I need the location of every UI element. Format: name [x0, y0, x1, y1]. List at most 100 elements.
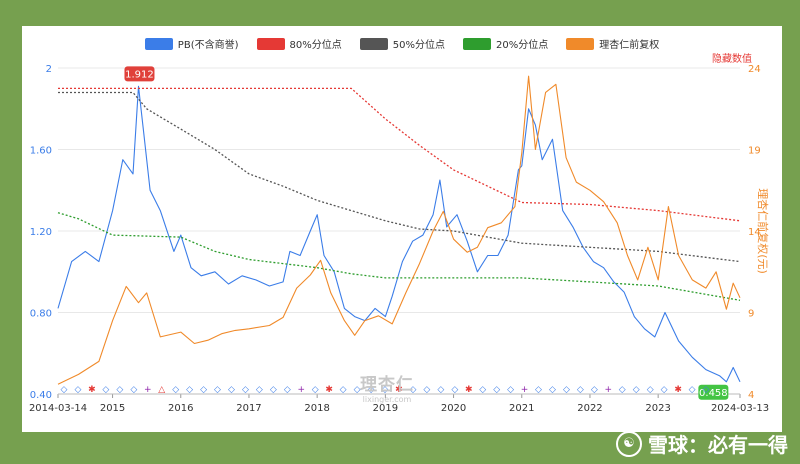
x-tick-label: 2016: [168, 403, 193, 414]
event-marker: ◇: [102, 385, 109, 395]
event-marker: ◇: [214, 385, 221, 395]
event-marker: ◇: [256, 385, 263, 395]
event-marker: ◇: [186, 385, 193, 395]
legend-swatch: [566, 37, 595, 50]
right-tick-label: 9: [748, 309, 754, 320]
left-tick-label: 2: [46, 64, 52, 75]
right-tick-label: 4: [748, 390, 754, 401]
watermark-brand: 理杏仁: [360, 375, 414, 395]
x-tick-label: 2017: [236, 403, 261, 414]
event-marker: ◇: [423, 385, 430, 395]
event-marker: +: [297, 385, 305, 395]
event-marker: ◇: [591, 385, 598, 395]
left-tick-label: 1.60: [30, 146, 52, 157]
x-tick-label: 2023: [645, 403, 670, 414]
footer-text: 雪球：必有一得: [648, 433, 788, 457]
series-line-2: [58, 91, 741, 263]
snowball-logo-icon: ☯: [616, 430, 642, 457]
legend-label: PB(不含商誉): [177, 40, 239, 51]
left-tick-label: 0.80: [30, 309, 52, 320]
event-marker: ◇: [354, 385, 361, 395]
event-marker: ◇: [661, 385, 668, 395]
x-tick-label: 2024-03-13: [711, 403, 769, 414]
legend-item[interactable]: 50%分位点: [359, 36, 445, 51]
event-marker: ◇: [130, 385, 137, 395]
event-marker: ◇: [563, 385, 570, 395]
event-marker: ✱: [465, 385, 473, 395]
legend-item[interactable]: 80%分位点: [256, 36, 342, 51]
right-tick-label: 19: [748, 146, 761, 157]
event-marker: ◇: [409, 385, 416, 395]
event-marker: ◇: [368, 385, 375, 395]
x-tick-label: 2021: [509, 403, 534, 414]
x-tick-label: 2014-03-14: [29, 403, 87, 414]
left-tick-label: 1.20: [30, 227, 52, 238]
event-marker: ◇: [549, 385, 556, 395]
event-marker: ✱: [674, 385, 682, 395]
event-marker: ◇: [437, 385, 444, 395]
event-marker: ✱: [395, 385, 403, 395]
watermark-url: lixinger.com: [362, 395, 412, 404]
event-marker: ◇: [340, 385, 347, 395]
max-badge: [124, 66, 155, 82]
right-tick-label: 24: [748, 64, 761, 75]
event-marker: ◇: [200, 385, 207, 395]
chart-panel: 0.40 0.80 1.20 1.60 2 4 9 14 19 24 2014-03-14 2015 2…: [22, 26, 782, 432]
series-line-1: [58, 87, 741, 222]
event-marker: ✱: [88, 385, 96, 395]
event-marker: ◇: [172, 385, 179, 395]
max-label: 1.912: [125, 69, 154, 80]
legend-label: 20%分位点: [495, 40, 549, 51]
x-tick-label: 2022: [577, 403, 602, 414]
x-tick-label: 2015: [100, 403, 125, 414]
series-line-0: [57, 85, 741, 383]
x-tick-label: 2018: [304, 403, 329, 414]
legend-swatch: [359, 37, 388, 50]
event-marker: ◇: [703, 385, 710, 395]
legend-swatch: [256, 37, 285, 50]
right-tick-label: 14: [748, 227, 761, 238]
event-marker: ✱: [325, 385, 333, 395]
footer-brand: ☯ 雪球：必有一得: [616, 429, 788, 458]
legend-label: 理杏仁前复权: [599, 40, 660, 51]
event-marker: ◇: [577, 385, 584, 395]
x-tick-label: 2020: [441, 403, 466, 414]
min-label: 0.458: [699, 388, 728, 399]
event-marker: +: [521, 385, 529, 395]
event-marker: ◇: [242, 385, 249, 395]
event-marker: ◇: [479, 385, 486, 395]
event-marker: ◇: [61, 385, 68, 395]
min-badge: [698, 384, 729, 400]
event-marker: ◇: [312, 385, 319, 395]
series-line-4: [57, 75, 741, 385]
event-marker: ◇: [507, 385, 514, 395]
legend-label: 80%分位点: [289, 40, 342, 51]
left-tick-label: 0.40: [30, 390, 52, 401]
event-marker: ◇: [284, 385, 291, 395]
legend: PB(不含商誉) 80%分位点 50%分位点 20%分位点 理杏仁前复权: [22, 36, 782, 51]
event-marker: ◇: [116, 385, 123, 395]
event-marker: ◇: [74, 385, 81, 395]
legend-swatch: [144, 37, 173, 50]
legend-item[interactable]: 20%分位点: [462, 36, 549, 51]
event-marker: ◇: [270, 385, 277, 395]
series-line-3: [57, 212, 741, 301]
event-marker: ◇: [647, 385, 654, 395]
legend-item[interactable]: 理杏仁前复权: [566, 36, 659, 51]
event-marker: ◇: [493, 385, 500, 395]
event-marker: ◇: [535, 385, 542, 395]
watermark: 理杏仁 lixinger.com: [360, 370, 414, 404]
event-marker: ◇: [228, 385, 235, 395]
event-marker: △: [158, 385, 165, 395]
legend-item[interactable]: PB(不含商誉): [144, 36, 239, 51]
event-marker: ◇: [633, 385, 640, 395]
event-marker: ◇: [689, 385, 696, 395]
legend-label: 50%分位点: [392, 40, 445, 51]
right-axis-title: 理杏仁前复权(元): [756, 188, 770, 274]
event-marker: ◇: [619, 385, 626, 395]
event-marker: ◇: [451, 385, 458, 395]
event-marker: +: [144, 385, 152, 395]
event-marker: +: [605, 385, 613, 395]
x-tick-label: 2019: [373, 403, 398, 414]
